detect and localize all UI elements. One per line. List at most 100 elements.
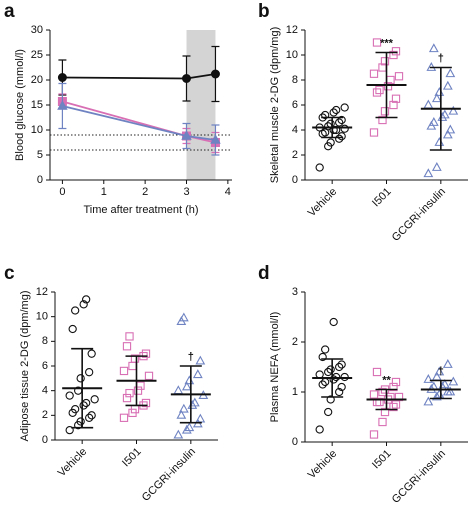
marker (439, 379, 450, 388)
marker (431, 162, 442, 171)
y-tick-label: 10 (286, 49, 298, 61)
y-tick-label: 12 (36, 286, 48, 298)
marker (184, 375, 195, 385)
x-tick-label: Vehicle (56, 446, 90, 480)
marker (315, 163, 324, 172)
marker (71, 306, 80, 315)
marker (442, 359, 453, 368)
panel-letter: c (4, 263, 15, 284)
marker (182, 74, 191, 83)
y-axis-title: Blood glucose (mmol/l) (14, 49, 26, 161)
marker (380, 407, 390, 417)
x-tick-label: 2 (142, 186, 148, 198)
x-tick-label: GCGRi-insulin (390, 186, 448, 244)
y-tick-label: 2 (292, 149, 298, 161)
marker (383, 82, 393, 91)
marker (389, 402, 398, 412)
x-tick-label: GCGRi-insulin (390, 448, 448, 506)
marker (340, 124, 349, 133)
marker (445, 68, 456, 78)
marker (324, 407, 333, 417)
y-tick-label: 4 (292, 124, 298, 136)
marker (423, 168, 434, 178)
marker (210, 69, 220, 79)
marker (141, 398, 151, 408)
marker (372, 88, 382, 97)
marker (57, 73, 67, 82)
marker (184, 422, 195, 432)
y-tick-label: 30 (31, 24, 43, 36)
marker (79, 401, 88, 410)
y-tick-label: 0 (37, 174, 43, 186)
marker (326, 365, 335, 374)
x-axis-title: Time after treatment (h) (83, 204, 198, 216)
marker (76, 417, 85, 426)
marker (439, 109, 450, 119)
marker (178, 312, 189, 322)
marker (340, 103, 349, 112)
marker (189, 397, 200, 407)
y-axis-title: Adipose tissue 2-DG (dpm/mg) (19, 291, 31, 442)
y-tick-label: 6 (42, 360, 48, 372)
y-tick-label: 8 (292, 74, 298, 86)
marker (85, 368, 94, 377)
marker (335, 387, 344, 397)
marker (90, 395, 99, 404)
marker (335, 362, 344, 372)
marker (369, 69, 379, 78)
y-tick-label: 6 (292, 99, 298, 111)
y-tick-label: 0 (292, 436, 298, 448)
marker (130, 354, 140, 363)
marker (337, 132, 346, 141)
x-tick-label: I501 (370, 186, 394, 210)
marker (192, 369, 203, 379)
marker (337, 360, 346, 369)
marker (391, 377, 401, 387)
y-tick-label: 2 (42, 409, 48, 421)
marker (79, 300, 88, 309)
marker (380, 57, 390, 66)
y-tick-label: 0 (292, 174, 298, 186)
marker (423, 99, 434, 109)
y-tick-label: 12 (286, 24, 298, 36)
panel-letter: a (4, 1, 15, 22)
marker (431, 93, 442, 103)
marker (315, 425, 324, 434)
marker (122, 342, 132, 351)
marker (178, 403, 189, 413)
marker (65, 391, 74, 400)
marker (128, 361, 137, 371)
x-tick-label: 1 (101, 186, 107, 198)
marker (173, 429, 184, 439)
significance: † (438, 365, 444, 377)
y-tick-label: 1 (292, 386, 298, 398)
significance: † (188, 351, 194, 363)
marker (176, 409, 187, 419)
marker (82, 295, 91, 304)
marker (428, 117, 439, 126)
shaded-region (186, 30, 216, 180)
marker (369, 390, 379, 399)
marker (375, 85, 384, 95)
marker (389, 100, 398, 110)
x-tick-label: 3 (183, 186, 189, 198)
marker (428, 43, 439, 53)
x-tick-label: Vehicle (306, 448, 340, 482)
marker (57, 100, 68, 110)
marker (434, 137, 445, 146)
marker (181, 130, 192, 140)
y-tick-label: 25 (31, 49, 43, 61)
marker (391, 400, 401, 409)
significance: † (438, 52, 444, 64)
marker (195, 413, 206, 423)
y-tick-label: 0 (42, 434, 48, 446)
marker (394, 72, 404, 81)
marker (335, 134, 344, 143)
marker (181, 424, 192, 434)
marker (321, 110, 330, 120)
marker (378, 417, 387, 427)
marker (375, 397, 384, 407)
marker (65, 425, 74, 435)
marker (445, 124, 456, 134)
y-axis-title: Plasma NEFA (mmol/l) (269, 312, 281, 423)
